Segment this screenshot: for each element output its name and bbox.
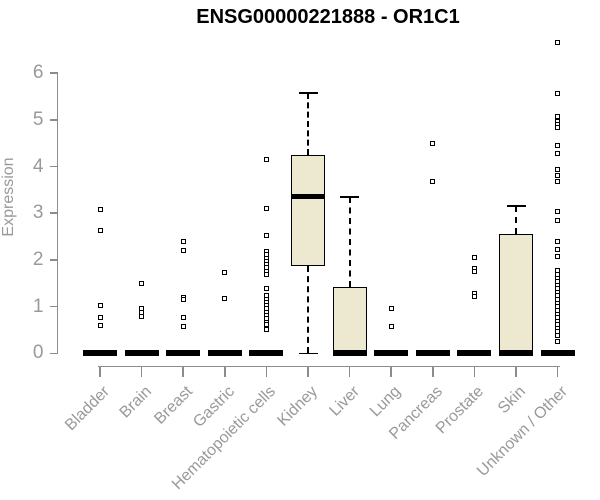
y-axis-tick [49, 119, 58, 121]
outlier-point [555, 333, 561, 339]
y-axis-tick [49, 165, 58, 168]
y-axis-tick-label: 5 [32, 108, 44, 130]
y-axis-tick-label: 6 [32, 62, 44, 84]
whisker-line [307, 266, 309, 354]
outlier-point [388, 324, 394, 330]
outlier-point [139, 314, 145, 320]
outlier-point [555, 172, 561, 178]
box [499, 234, 533, 354]
y-axis-tick [49, 212, 58, 215]
outlier-point [555, 151, 561, 157]
outlier-point [430, 140, 436, 146]
zero-value-bar [249, 350, 284, 357]
zero-value-bar [124, 350, 159, 357]
outlier-point [555, 218, 561, 224]
outlier-point [180, 239, 186, 245]
outlier-point [555, 113, 561, 119]
x-axis-tick [432, 365, 434, 377]
outlier-point [222, 270, 228, 276]
chart-title: ENSG00000221888 - OR1C1 [196, 6, 460, 28]
x-axis-tick [224, 365, 226, 377]
outlier-point [180, 323, 186, 329]
whisker-line [348, 196, 351, 287]
zero-value-bar [457, 350, 492, 357]
x-axis-tick [556, 365, 559, 377]
outlier-point [555, 142, 561, 148]
outlier-point [555, 253, 561, 259]
outlier-point [97, 323, 103, 329]
zero-value-bar [415, 350, 450, 357]
outlier-point [555, 167, 561, 173]
x-axis-tick [265, 365, 268, 377]
outlier-point [388, 305, 394, 311]
whisker-cap [506, 205, 526, 207]
outlier-point [430, 179, 436, 185]
zero-value-bar [540, 350, 575, 357]
x-axis-tick [390, 365, 392, 377]
box [291, 155, 325, 267]
outlier-point [97, 228, 103, 234]
outlier-point [555, 179, 561, 185]
outlier-point [263, 156, 269, 162]
outlier-point [555, 239, 561, 245]
whisker-cap [298, 92, 318, 94]
y-axis-tick-label: 3 [32, 202, 44, 224]
y-axis-tick [49, 259, 58, 261]
outlier-point [555, 125, 561, 131]
whisker-cap [340, 196, 360, 198]
outlier-point [555, 90, 561, 96]
whisker-line [307, 92, 309, 156]
x-axis-tick [307, 365, 309, 377]
x-axis-tick [473, 365, 476, 377]
outlier-point [263, 322, 269, 328]
outlier-point [222, 295, 228, 301]
outlier-point [471, 255, 477, 261]
y-axis-tick [49, 305, 58, 308]
median-line [499, 350, 533, 357]
outlier-point [263, 327, 269, 333]
outlier-point [97, 314, 103, 320]
zero-value-bar [374, 350, 409, 357]
outlier-point [263, 271, 269, 277]
box [332, 286, 367, 354]
outlier-point [180, 296, 186, 302]
y-axis-tick-label: 2 [32, 248, 44, 270]
x-axis-tick [99, 365, 101, 377]
x-axis-tick [140, 365, 143, 377]
outlier-point [97, 302, 103, 308]
median-line [291, 193, 325, 199]
y-axis-tick-label: 4 [32, 155, 44, 177]
x-axis-tick [348, 365, 351, 377]
outlier-point [97, 207, 103, 213]
median-line [332, 350, 367, 357]
y-axis-tick [49, 72, 58, 75]
x-axis-tick [515, 365, 517, 377]
outlier-point [263, 286, 269, 292]
zero-value-bar [207, 350, 242, 357]
outlier-point [139, 280, 145, 286]
outlier-point [180, 314, 186, 320]
x-axis-line [98, 365, 560, 368]
outlier-point [471, 268, 477, 274]
whisker-line [515, 205, 517, 235]
outlier-point [180, 247, 186, 253]
x-axis-tick [182, 365, 184, 377]
zero-value-bar [83, 350, 117, 357]
outlier-point [471, 294, 477, 300]
zero-value-bar [166, 350, 201, 357]
y-axis-tick-label: 0 [32, 342, 44, 364]
outlier-point [263, 205, 269, 211]
whisker-cap [298, 352, 318, 355]
y-axis-tick-label: 1 [32, 295, 44, 317]
outlier-point [555, 339, 561, 345]
outlier-point [555, 246, 561, 252]
outlier-point [555, 39, 561, 45]
y-axis-tick [49, 352, 58, 355]
outlier-point [555, 209, 561, 215]
outlier-point [263, 233, 269, 239]
